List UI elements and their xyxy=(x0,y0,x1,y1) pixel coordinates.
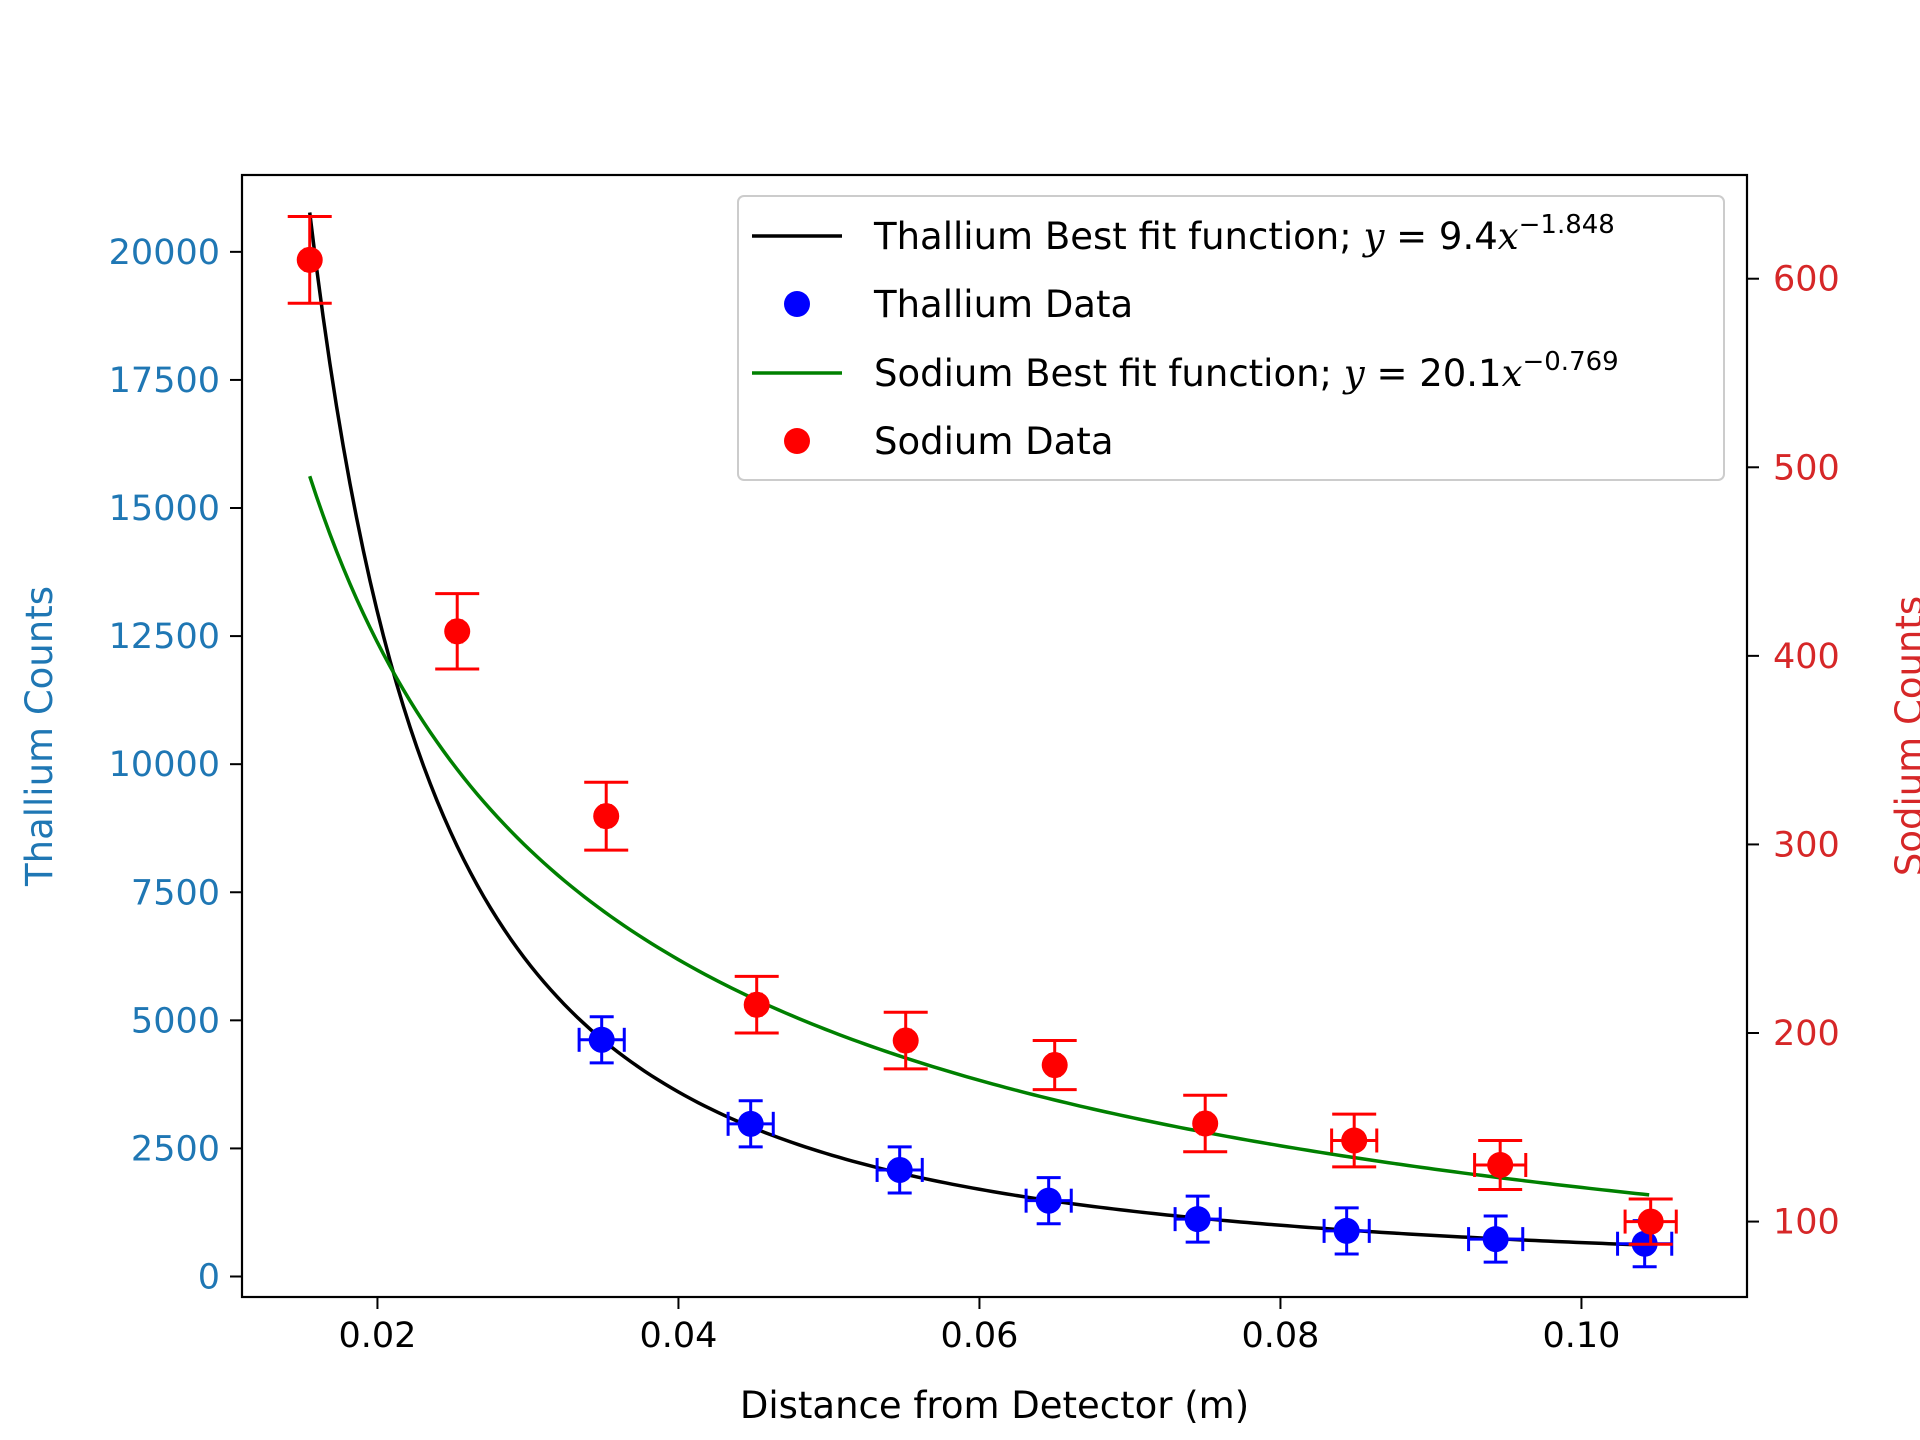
left-tick-label: 15000 xyxy=(109,489,220,529)
plot-frame xyxy=(240,173,1749,1299)
left-axis-label: Thallium Counts xyxy=(18,586,61,887)
thallium-data-point xyxy=(1173,1194,1222,1244)
legend-frame xyxy=(737,195,1725,481)
legend-label-thallium-data: Thallium Data xyxy=(873,283,1133,326)
x-tick-label: 0.04 xyxy=(639,1316,717,1356)
left-tick-label: 7500 xyxy=(131,873,220,913)
x-tick-label: 0.08 xyxy=(1241,1316,1319,1356)
sodium-marker xyxy=(892,1027,919,1054)
legend-swatch-sodium-data xyxy=(784,428,810,454)
thallium-marker xyxy=(1184,1206,1211,1233)
sodium-data-point xyxy=(584,780,629,852)
right-tick-label: 600 xyxy=(1773,260,1840,300)
left-tick-label: 2500 xyxy=(131,1129,220,1169)
thallium-data-point xyxy=(1467,1214,1525,1264)
left-tick-label: 5000 xyxy=(131,1001,220,1041)
right-tick-label: 100 xyxy=(1773,1203,1840,1243)
thallium-marker xyxy=(1035,1187,1062,1214)
right-axis-ticks: 100 200 300 400 500 600 xyxy=(1747,260,1840,1243)
sodium-marker xyxy=(743,991,770,1018)
sodium-data-point xyxy=(1330,1112,1379,1169)
right-tick-label: 300 xyxy=(1773,825,1840,865)
sodium-data-point xyxy=(1032,1039,1077,1092)
legend: Thallium Best fit function; y = 9.4x−1.8… xyxy=(737,195,1725,481)
thallium-data-point xyxy=(577,1015,626,1065)
thallium-data-point xyxy=(1322,1206,1371,1256)
x-tick-label: 0.02 xyxy=(338,1316,416,1356)
sodium-fit-line xyxy=(308,475,1650,1197)
legend-label-sodium-data: Sodium Data xyxy=(874,420,1114,463)
legend-swatch-thallium-data xyxy=(784,291,810,317)
left-tick-label: 12500 xyxy=(109,617,220,657)
sodium-marker xyxy=(444,618,471,645)
x-tick-label: 0.06 xyxy=(940,1316,1018,1356)
legend-label-sodium-fit: Sodium Best fit function; y = 20.1x−0.76… xyxy=(874,347,1619,395)
thallium-fit-line xyxy=(307,212,1650,1247)
right-tick-label: 500 xyxy=(1773,448,1840,488)
x-axis-ticks: 0.02 0.04 0.06 0.08 0.10 xyxy=(338,1297,1620,1356)
sodium-marker xyxy=(1192,1110,1219,1137)
thallium-marker xyxy=(1482,1226,1509,1253)
sodium-data-point xyxy=(883,1010,928,1071)
sodium-data-point xyxy=(435,592,480,671)
thallium-data-point xyxy=(726,1099,775,1149)
sodium-marker xyxy=(1637,1208,1664,1235)
left-tick-label: 17500 xyxy=(109,361,220,401)
sodium-marker xyxy=(1487,1152,1514,1178)
thallium-marker xyxy=(1333,1217,1360,1244)
sodium-marker xyxy=(1341,1127,1368,1154)
left-tick-label: 10000 xyxy=(109,745,220,785)
thallium-data-point xyxy=(875,1145,924,1195)
x-axis-label: Distance from Detector (m) xyxy=(740,1384,1249,1427)
data-markers xyxy=(287,214,1678,1269)
sodium-data-point xyxy=(1183,1093,1228,1154)
thallium-data-point xyxy=(1024,1176,1073,1226)
right-tick-label: 400 xyxy=(1773,637,1840,677)
right-tick-label: 200 xyxy=(1773,1014,1840,1054)
left-tick-label: 0 xyxy=(198,1258,220,1298)
left-tick-label: 20000 xyxy=(109,233,220,273)
sodium-marker xyxy=(296,246,323,273)
right-axis-label: Sodium Counts xyxy=(1888,596,1920,876)
legend-label-thallium-fit: Thallium Best fit function; y = 9.4x−1.8… xyxy=(873,210,1615,258)
x-tick-label: 0.10 xyxy=(1542,1316,1620,1356)
sodium-data-point xyxy=(734,974,779,1035)
sodium-marker xyxy=(1041,1052,1068,1079)
fit-curves xyxy=(307,212,1650,1247)
thallium-marker xyxy=(886,1156,913,1183)
sodium-data-point xyxy=(1623,1197,1678,1246)
left-axis-ticks: 0 2500 5000 7500 10000 12500 15000 17500 20000 xyxy=(109,233,242,1298)
thallium-marker xyxy=(737,1110,764,1137)
thallium-marker xyxy=(588,1026,615,1053)
sodium-data-point xyxy=(287,214,332,305)
sodium-marker xyxy=(593,803,620,830)
sodium-data-point xyxy=(1473,1138,1528,1192)
